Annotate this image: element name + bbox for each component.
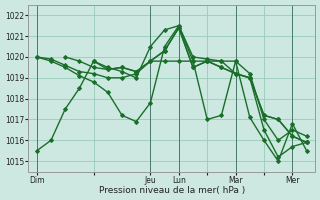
X-axis label: Pression niveau de la mer( hPa ): Pression niveau de la mer( hPa ) — [99, 186, 245, 195]
